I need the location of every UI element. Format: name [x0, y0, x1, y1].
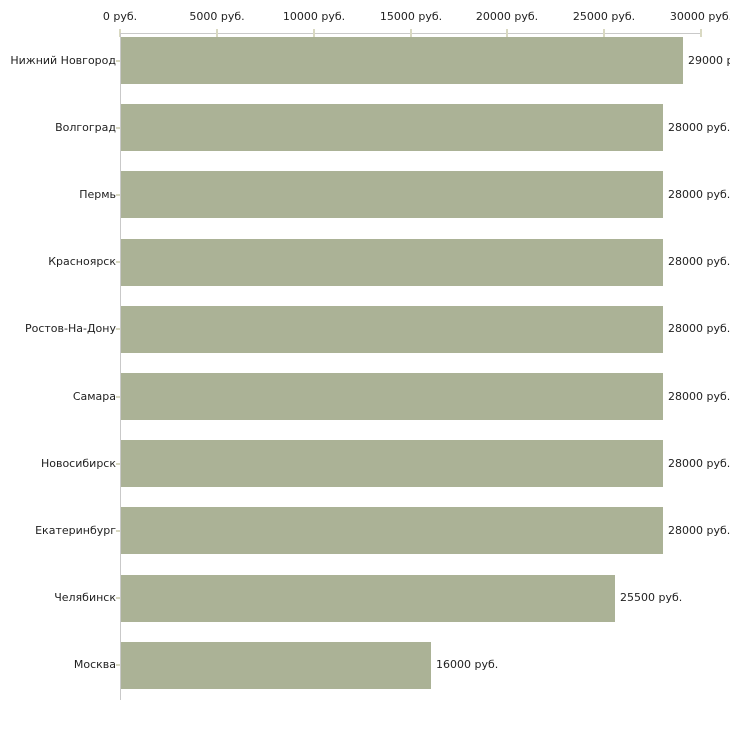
bar	[121, 171, 663, 218]
bar	[121, 37, 683, 84]
value-label: 25500 руб.	[620, 591, 683, 604]
x-axis-tick-label: 30000 руб.	[669, 10, 730, 23]
value-label: 28000 руб.	[668, 121, 730, 134]
value-label: 28000 руб.	[668, 524, 730, 537]
y-axis-tick	[116, 664, 120, 666]
y-axis-tick	[116, 261, 120, 263]
category-label: Самара	[72, 390, 116, 403]
value-label: 28000 руб.	[668, 188, 730, 201]
y-axis-tick	[116, 396, 120, 398]
category-label: Нижний Новгород	[10, 54, 116, 67]
category-label: Москва	[73, 658, 116, 671]
value-label: 28000 руб.	[668, 322, 730, 335]
bar	[121, 239, 663, 286]
bar	[121, 306, 663, 353]
category-label: Екатеринбург	[35, 524, 116, 537]
x-axis-tick	[410, 29, 412, 37]
x-axis-tick-label: 0 руб.	[102, 10, 138, 23]
x-axis-tick	[313, 29, 315, 37]
x-axis-tick	[216, 29, 218, 37]
value-label: 16000 руб.	[436, 658, 499, 671]
y-axis-tick	[116, 60, 120, 62]
category-label: Красноярск	[48, 255, 116, 268]
category-label: Волгоград	[55, 121, 116, 134]
bar	[121, 642, 431, 689]
value-label: 29000 руб.	[688, 54, 730, 67]
x-axis-tick	[506, 29, 508, 37]
y-axis-tick	[116, 328, 120, 330]
y-axis-tick	[116, 530, 120, 532]
category-label: Челябинск	[54, 591, 116, 604]
category-label: Новосибирск	[40, 457, 116, 470]
bar	[121, 440, 663, 487]
category-label: Ростов-На-Дону	[24, 322, 116, 335]
value-label: 28000 руб.	[668, 457, 730, 470]
y-axis-line	[120, 33, 121, 700]
y-axis-tick	[116, 127, 120, 129]
x-axis-tick-label: 25000 руб.	[572, 10, 636, 23]
bar	[121, 507, 663, 554]
x-axis-tick-label: 20000 руб.	[475, 10, 539, 23]
value-label: 28000 руб.	[668, 255, 730, 268]
bar	[121, 104, 663, 151]
y-axis-tick	[116, 597, 120, 599]
y-axis-tick	[116, 463, 120, 465]
bar	[121, 373, 663, 420]
x-axis-tick-label: 15000 руб.	[379, 10, 443, 23]
y-axis-tick	[116, 194, 120, 196]
x-axis-tick	[700, 29, 702, 37]
x-axis-tick	[603, 29, 605, 37]
x-axis-tick-label: 10000 руб.	[282, 10, 346, 23]
category-label: Пермь	[79, 188, 116, 201]
value-label: 28000 руб.	[668, 390, 730, 403]
x-axis-tick-label: 5000 руб.	[189, 10, 245, 23]
bar	[121, 575, 615, 622]
